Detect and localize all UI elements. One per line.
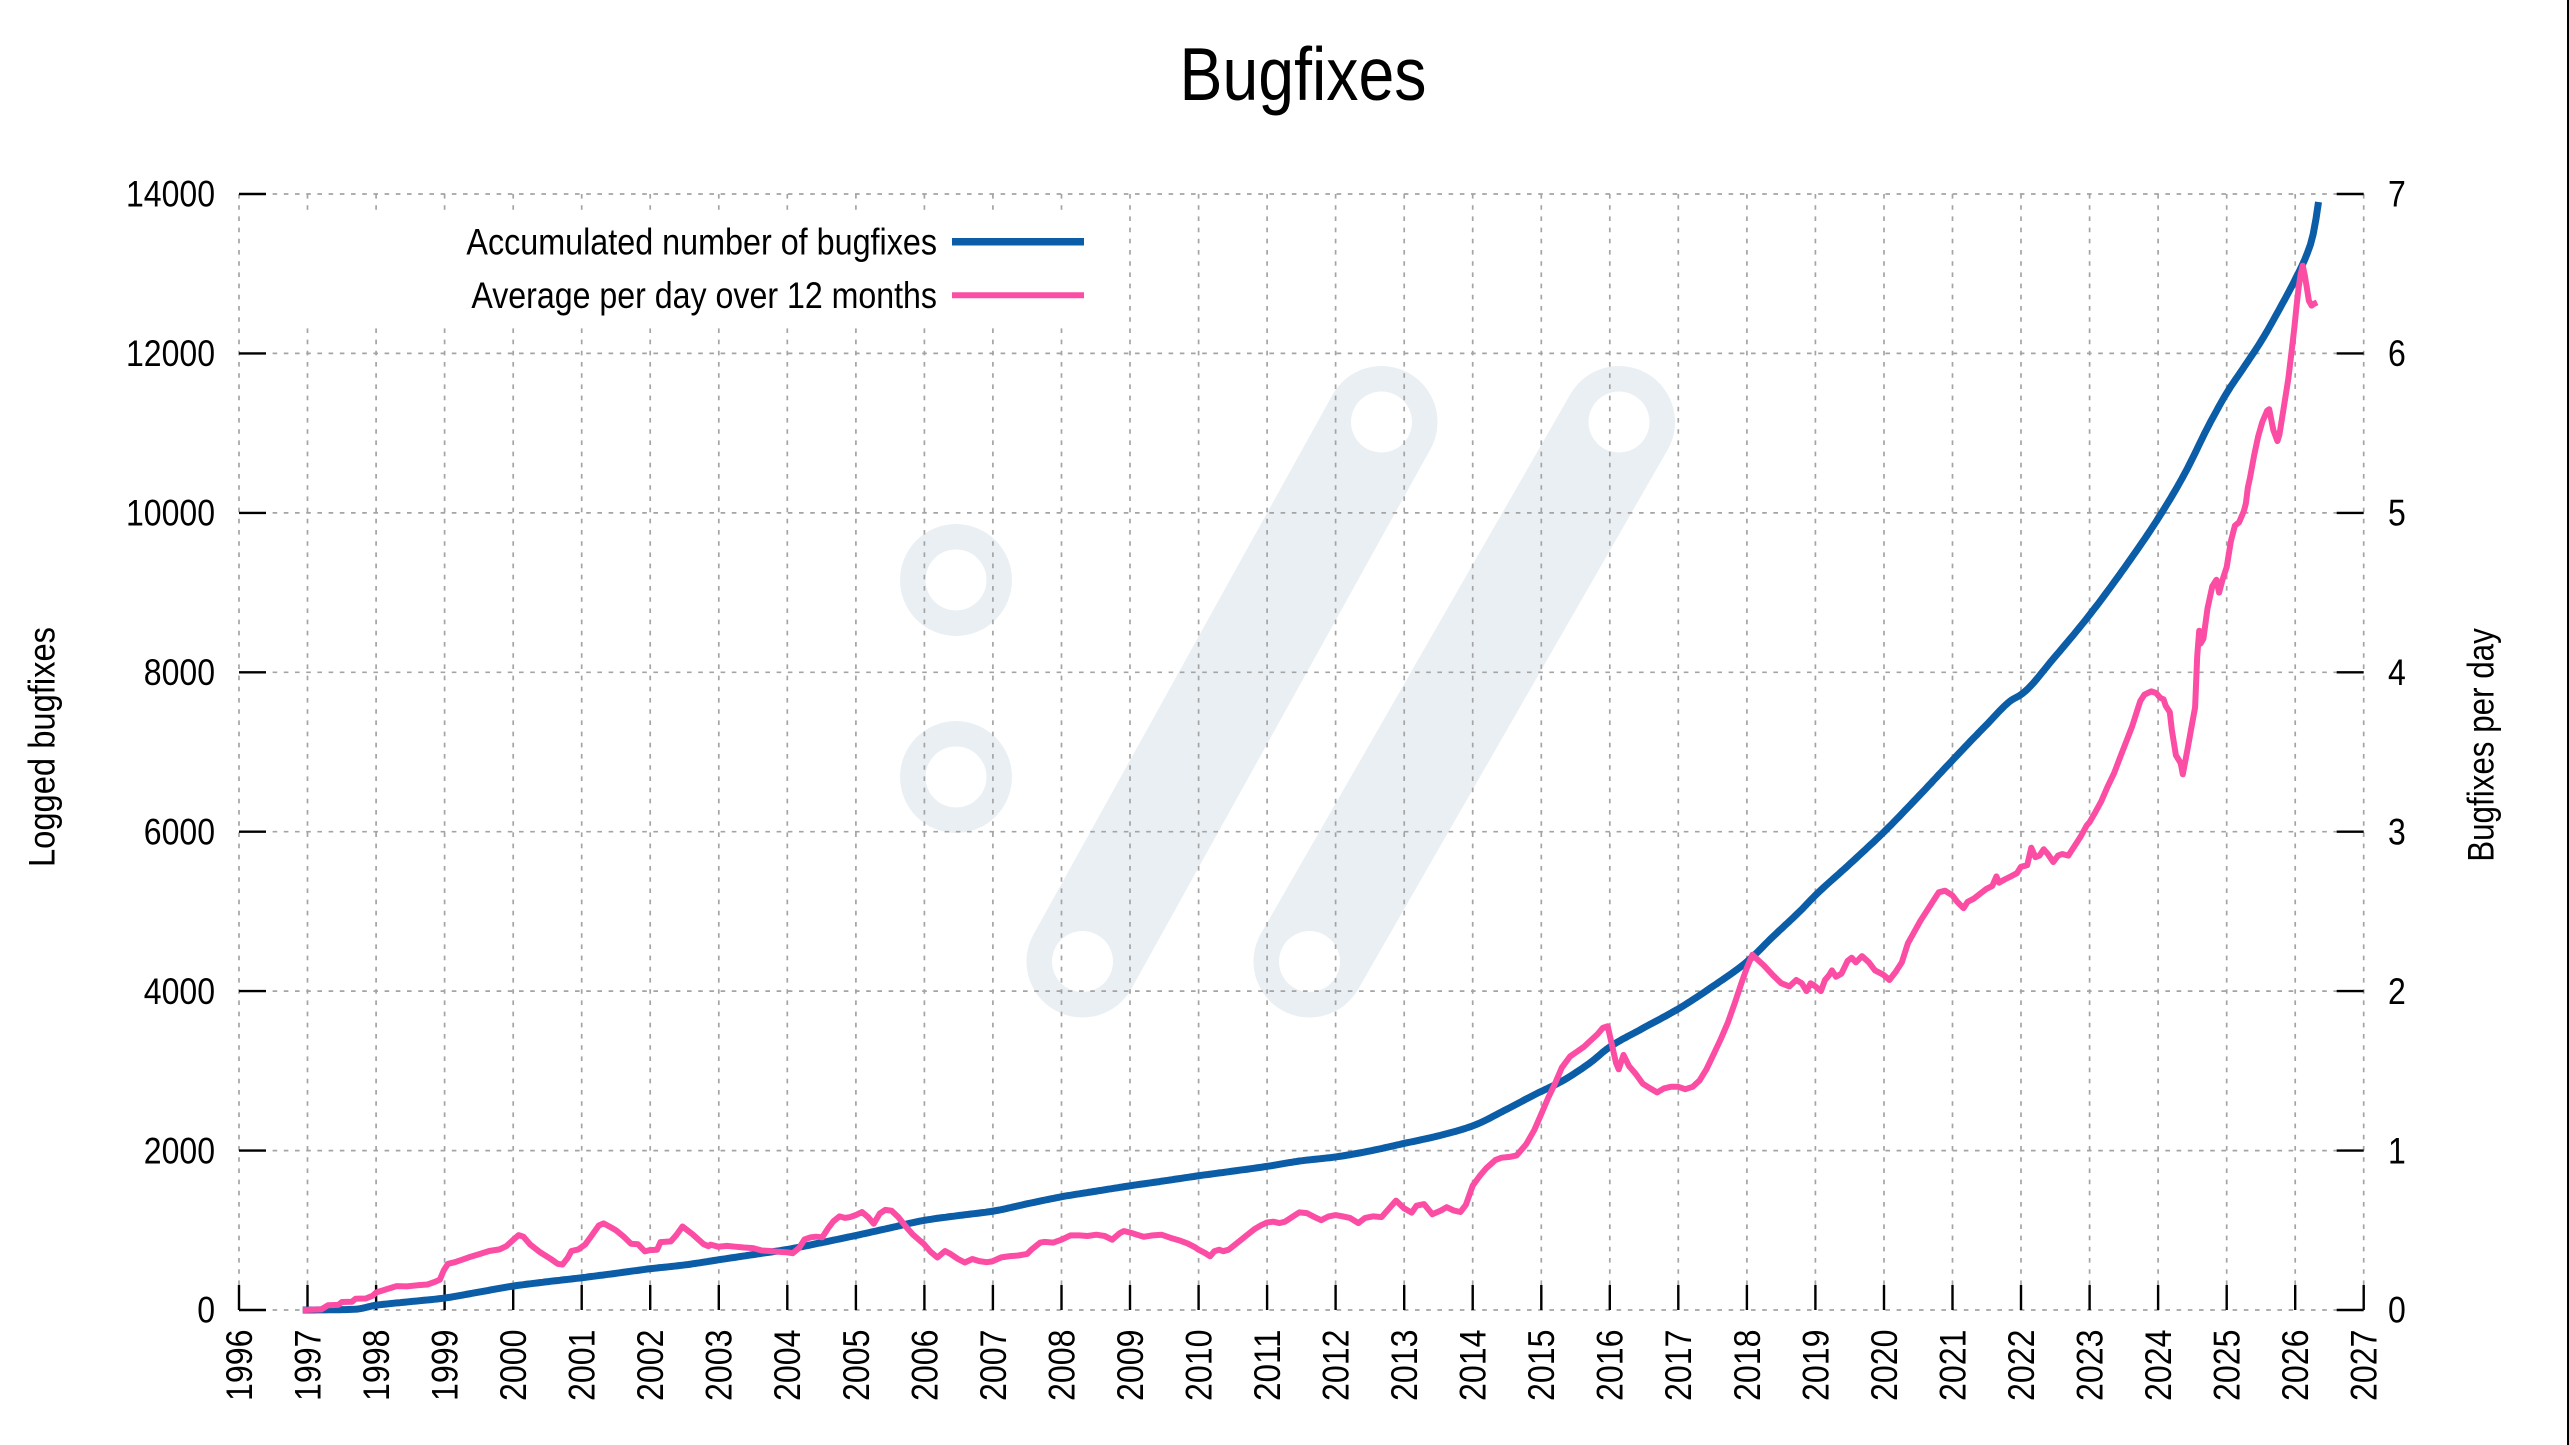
svg-text:10000: 10000 [126, 492, 215, 534]
svg-text:2016: 2016 [1589, 1330, 1631, 1402]
svg-text:2005: 2005 [835, 1330, 877, 1402]
svg-text:2018: 2018 [1726, 1330, 1768, 1402]
svg-text:2008: 2008 [1040, 1330, 1082, 1402]
svg-text:1998: 1998 [355, 1330, 397, 1402]
svg-text:6: 6 [2388, 332, 2406, 374]
svg-text:2011: 2011 [1246, 1330, 1288, 1402]
svg-text:2017: 2017 [1657, 1330, 1699, 1402]
svg-text:2019: 2019 [1794, 1330, 1836, 1402]
svg-text:2007: 2007 [972, 1330, 1014, 1402]
svg-text:0: 0 [197, 1289, 215, 1331]
svg-text:2003: 2003 [698, 1330, 740, 1402]
svg-text:2020: 2020 [1863, 1330, 1905, 1402]
svg-text:2021: 2021 [1931, 1330, 1973, 1402]
svg-text:2013: 2013 [1383, 1330, 1425, 1402]
svg-text:2025: 2025 [2206, 1330, 2248, 1402]
svg-text:2026: 2026 [2274, 1330, 2316, 1402]
svg-text:2000: 2000 [144, 1129, 215, 1171]
svg-text:Logged bugfixes: Logged bugfixes [21, 627, 63, 867]
svg-text:2: 2 [2388, 970, 2406, 1012]
svg-text:1996: 1996 [218, 1330, 260, 1402]
svg-text:5: 5 [2388, 492, 2406, 534]
svg-text:2022: 2022 [2000, 1329, 2042, 1401]
svg-text:4: 4 [2388, 651, 2406, 693]
svg-text:2004: 2004 [766, 1330, 808, 1402]
svg-text:2027: 2027 [2343, 1330, 2385, 1402]
svg-text:3: 3 [2388, 810, 2406, 852]
svg-text:0: 0 [2388, 1289, 2406, 1331]
svg-text:2000: 2000 [492, 1330, 534, 1402]
svg-text:2014: 2014 [1452, 1330, 1494, 1402]
svg-text:Accumulated number of bugfixes: Accumulated number of bugfixes [466, 221, 937, 263]
svg-text:Bugfixes per day: Bugfixes per day [2460, 628, 2502, 862]
svg-text:8000: 8000 [144, 651, 215, 693]
svg-text:12000: 12000 [126, 332, 215, 374]
svg-text:6000: 6000 [144, 810, 215, 852]
svg-text:2012: 2012 [1315, 1330, 1357, 1402]
svg-text:14000: 14000 [126, 173, 215, 215]
svg-text:2002: 2002 [629, 1330, 671, 1402]
svg-text:2015: 2015 [1520, 1330, 1562, 1402]
svg-text:Bugfixes: Bugfixes [1180, 32, 1427, 116]
svg-text:2001: 2001 [561, 1330, 603, 1402]
svg-text:2024: 2024 [2137, 1330, 2179, 1402]
svg-text:1: 1 [2388, 1129, 2406, 1171]
svg-text:2009: 2009 [1109, 1330, 1151, 1402]
svg-text:2010: 2010 [1178, 1330, 1220, 1402]
svg-text:7: 7 [2388, 173, 2406, 215]
svg-text:2006: 2006 [903, 1330, 945, 1402]
svg-text:1999: 1999 [424, 1330, 466, 1402]
svg-text:2023: 2023 [2069, 1330, 2111, 1402]
svg-text:Average per day over 12 months: Average per day over 12 months [471, 274, 937, 316]
svg-text:4000: 4000 [144, 970, 215, 1012]
svg-text:1997: 1997 [286, 1330, 328, 1402]
